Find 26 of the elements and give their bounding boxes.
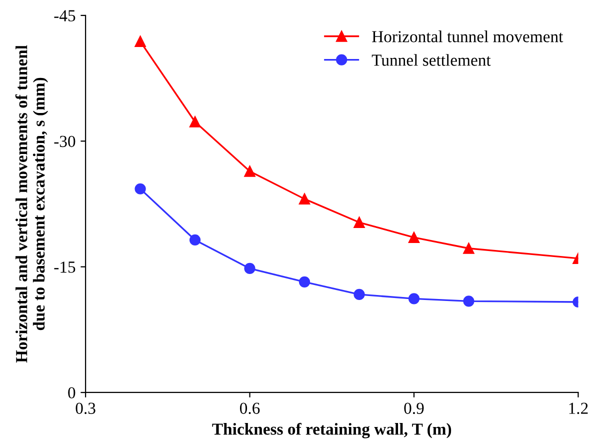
y-tick-label: -30 bbox=[54, 136, 76, 148]
y-tick-label: 0 bbox=[68, 387, 76, 398]
legend-label: Tunnel settlement bbox=[372, 54, 491, 66]
legend-label: Horizontal tunnel movement bbox=[372, 30, 564, 42]
point bbox=[463, 242, 474, 254]
x-tick-label: 0.6 bbox=[240, 402, 260, 414]
point bbox=[408, 293, 420, 304]
point bbox=[134, 183, 146, 194]
point bbox=[408, 232, 420, 244]
y-tick-label: -45 bbox=[54, 10, 76, 22]
x-tick-label: 0.3 bbox=[76, 402, 96, 414]
point bbox=[189, 234, 201, 246]
point bbox=[298, 193, 310, 204]
point bbox=[298, 276, 310, 288]
point bbox=[134, 36, 146, 47]
y-axis-title: Horizontal and vertical movements of tunenl due to basement excavation, s (mm) bbox=[15, 45, 48, 363]
point bbox=[244, 262, 256, 274]
point bbox=[354, 216, 365, 228]
x-axis-title: Thickness of retaining wall, T (m) bbox=[212, 422, 452, 438]
y-tick-label: -15 bbox=[54, 262, 76, 273]
point bbox=[189, 116, 201, 128]
point bbox=[463, 296, 474, 307]
x-tick-label: 1.2 bbox=[569, 402, 588, 414]
point bbox=[244, 166, 256, 177]
point bbox=[354, 288, 365, 300]
x-tick-label: 0.9 bbox=[404, 402, 424, 414]
